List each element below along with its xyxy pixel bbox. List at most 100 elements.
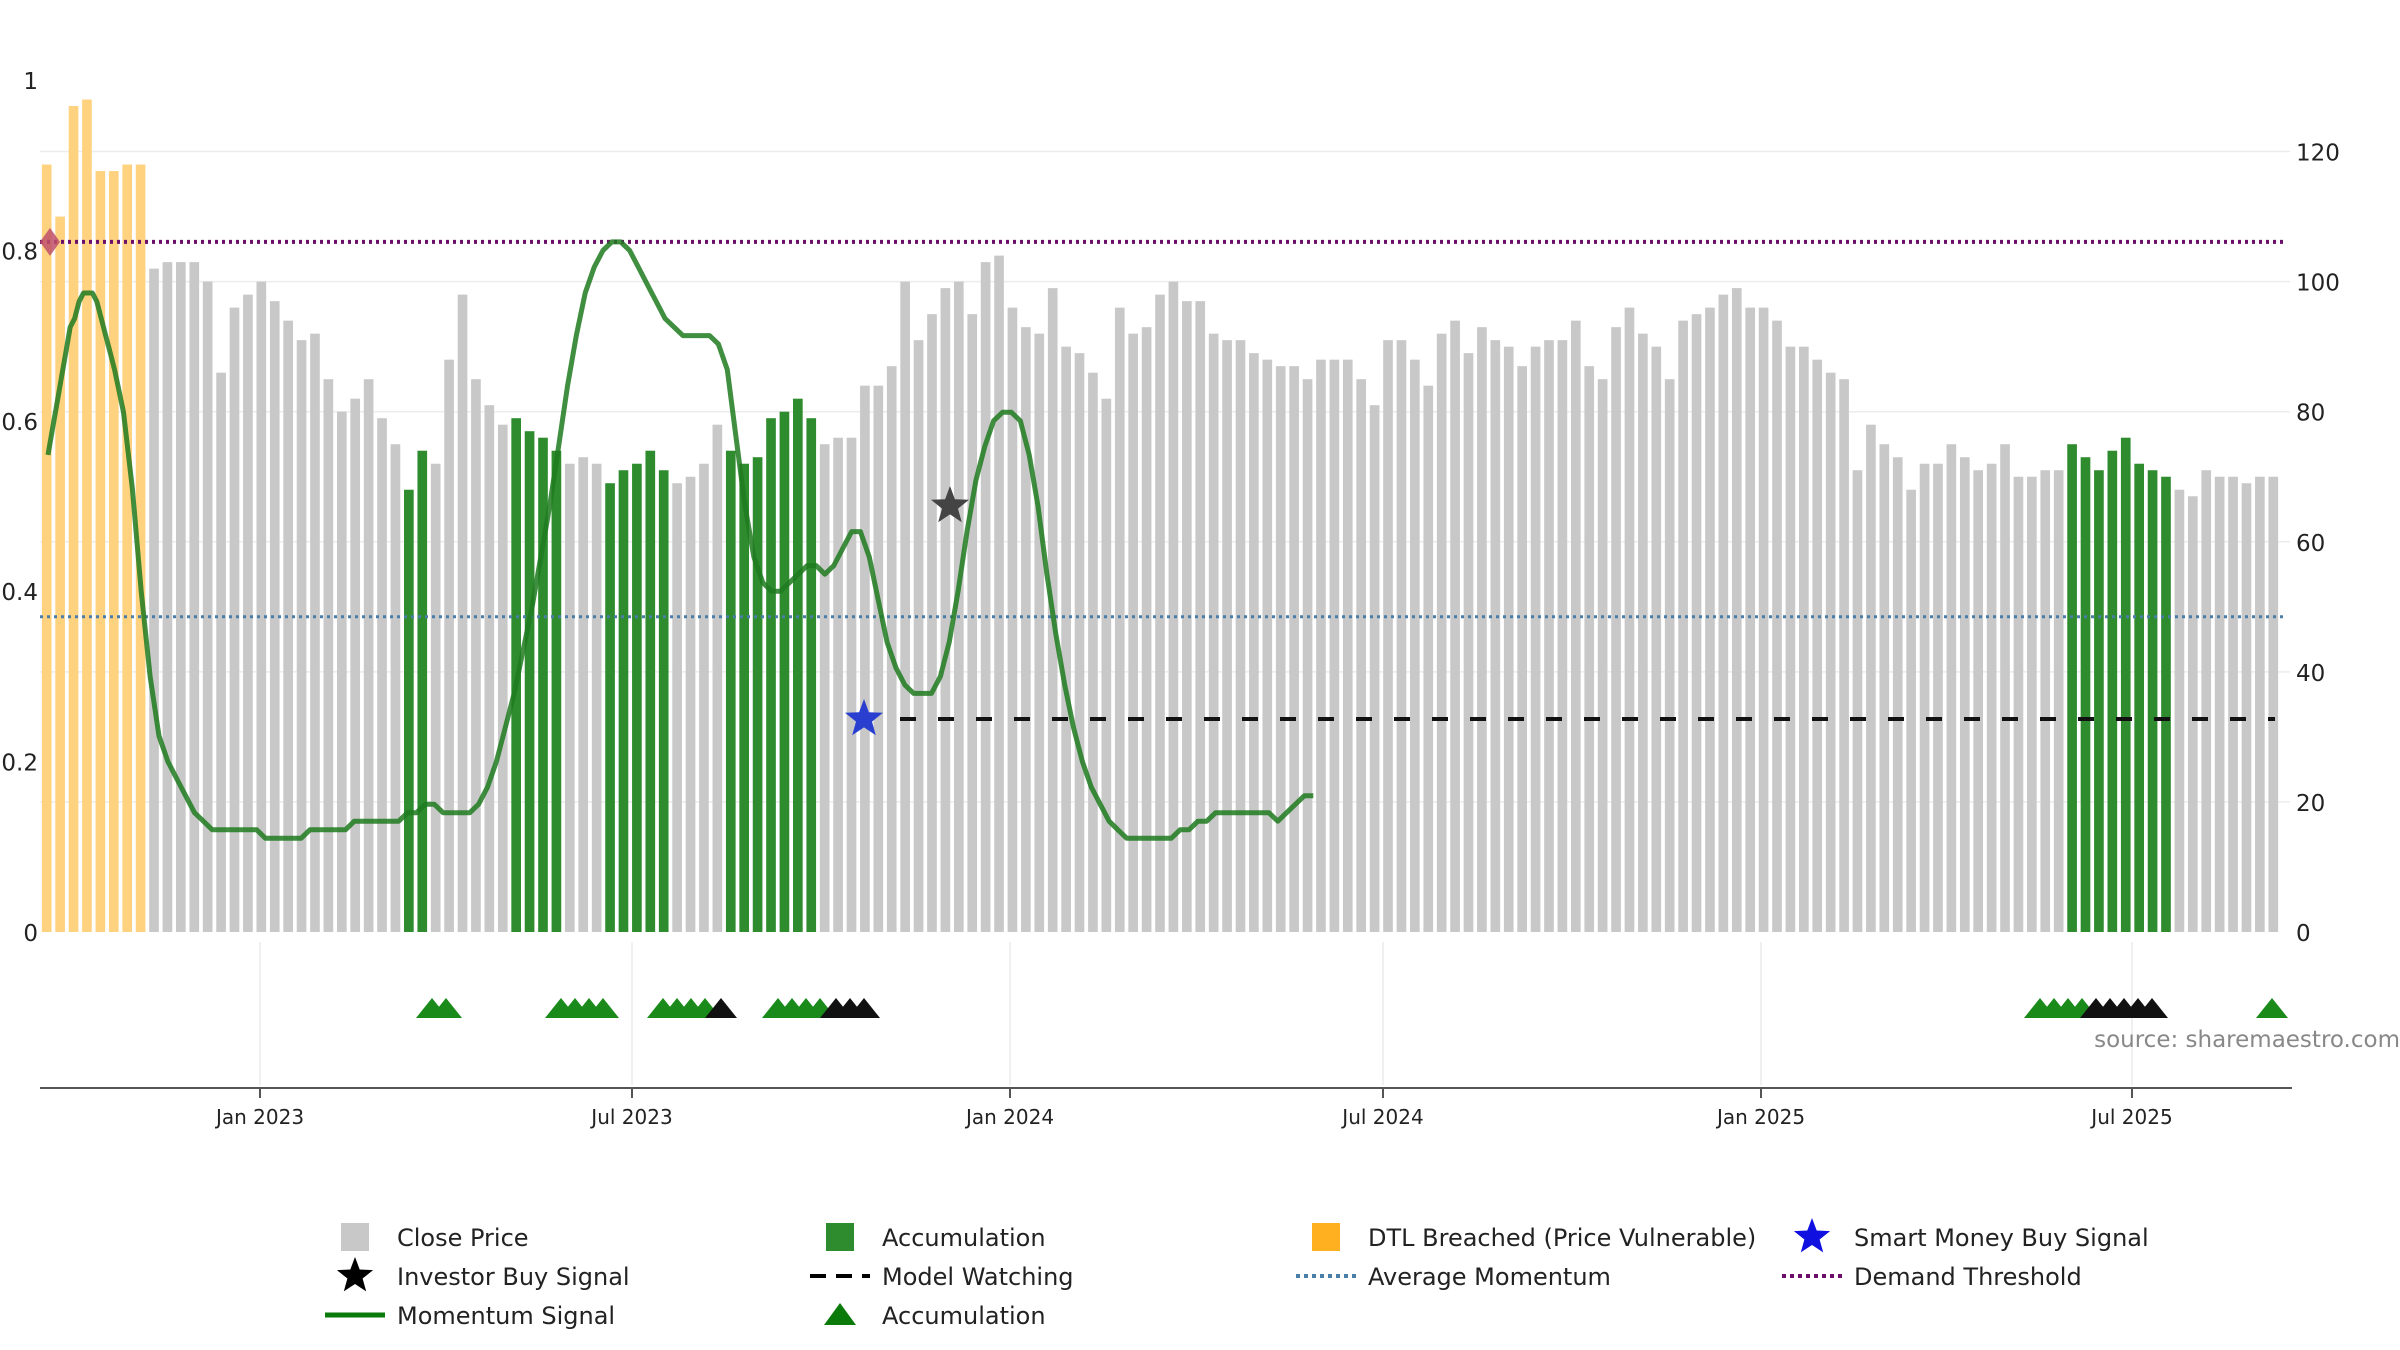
price-bar	[1329, 359, 1340, 932]
x-tick-label: Jan 2024	[964, 1105, 1054, 1129]
legend-item: Demand Threshold	[1782, 1263, 2082, 1291]
price-bar	[497, 424, 508, 932]
price-bar	[605, 483, 615, 932]
price-bar	[1168, 281, 1179, 933]
x-tick-label: Jan 2023	[214, 1105, 304, 1129]
price-bar	[2013, 476, 2024, 932]
smart-money-buy-signal-icon	[845, 699, 883, 736]
price-bar	[2174, 489, 2185, 932]
price-bar	[1275, 366, 1286, 932]
price-bar	[176, 262, 186, 932]
price-bar	[752, 457, 763, 932]
price-bar	[149, 268, 159, 932]
dtl-breach-marker-icon	[40, 227, 60, 256]
legend-item: Average Momentum	[1296, 1263, 1611, 1291]
price-bar	[1128, 333, 1139, 932]
y-right-tick-label: 0	[2296, 921, 2311, 947]
price-bar	[2000, 444, 2010, 932]
price-bar	[1222, 340, 1232, 932]
price-bar	[1101, 398, 1112, 932]
price-bar	[900, 281, 910, 933]
price-bar	[927, 314, 937, 932]
price-bar	[283, 320, 293, 932]
price-bar	[2080, 457, 2091, 932]
legend-label: Smart Money Buy Signal	[1854, 1224, 2149, 1252]
price-bar	[1503, 346, 1514, 932]
price-bar	[1638, 333, 1648, 932]
price-bar	[1597, 379, 1608, 933]
price-bar	[216, 372, 226, 932]
price-bar	[1369, 405, 1380, 933]
price-bar	[377, 418, 387, 932]
legend-item: Accumulation	[826, 1223, 1046, 1252]
price-bar	[725, 450, 736, 932]
legend-label: Model Watching	[882, 1263, 1074, 1291]
price-bar	[1490, 340, 1501, 932]
price-bar	[1007, 307, 1018, 933]
price-bar	[846, 437, 857, 932]
legend-label: Investor Buy Signal	[397, 1263, 630, 1291]
price-bar	[1624, 307, 1635, 933]
price-bar	[766, 418, 776, 932]
price-bar	[2241, 483, 2252, 932]
price-bar	[417, 450, 428, 932]
price-bar	[310, 333, 320, 932]
price-bar	[1114, 307, 1125, 933]
price-bar	[256, 281, 267, 933]
price-bar	[2161, 476, 2171, 932]
x-tick-label: Jul 2025	[2089, 1105, 2172, 1129]
legend-label: Close Price	[397, 1224, 529, 1252]
price-bar	[699, 463, 709, 932]
price-bar	[122, 164, 133, 932]
price-bar	[1289, 366, 1299, 932]
legend-item: Momentum Signal	[325, 1302, 615, 1330]
y-left-tick-label: 0	[23, 921, 38, 947]
legend-label: Average Momentum	[1368, 1263, 1611, 1291]
price-bar	[953, 281, 964, 933]
price-bar	[350, 398, 361, 932]
price-bar	[1450, 320, 1460, 932]
price-bar	[793, 398, 803, 932]
price-bar	[1745, 307, 1756, 933]
price-bar	[1758, 307, 1769, 933]
legend-item: Investor Buy Signal	[336, 1257, 630, 1292]
price-bar	[2147, 470, 2158, 932]
legend-label: Accumulation	[882, 1224, 1046, 1252]
price-bar	[2040, 470, 2051, 932]
price-bar	[1731, 288, 1742, 932]
green-triangle-icon	[824, 1303, 856, 1325]
price-bar	[1973, 470, 1984, 932]
price-bar	[2094, 470, 2104, 932]
price-bar	[189, 262, 200, 932]
orange-square-icon	[1312, 1223, 1340, 1251]
price-bar	[819, 444, 830, 932]
legend-item: Accumulation	[824, 1302, 1046, 1330]
legend-label: Accumulation	[882, 1302, 1046, 1330]
price-bar	[1155, 294, 1165, 932]
legend-item: Close Price	[341, 1223, 529, 1252]
price-bar	[1879, 444, 1890, 932]
price-bar	[658, 470, 669, 932]
x-tick-label: Jul 2024	[1340, 1105, 1423, 1129]
price-bar	[95, 171, 106, 932]
accumulation-triangle-icon	[430, 998, 462, 1018]
price-bar	[873, 385, 884, 932]
price-bar	[1021, 327, 1031, 933]
price-bar	[1866, 424, 1876, 932]
price-bar	[1825, 372, 1836, 932]
x-tick-label: Jan 2025	[1715, 1105, 1805, 1129]
legend-label: Demand Threshold	[1854, 1263, 2082, 1291]
price-bar	[55, 216, 65, 933]
price-bar	[1570, 320, 1581, 932]
price-bar	[2214, 476, 2225, 932]
price-bar	[1383, 340, 1393, 932]
price-bar	[41, 164, 52, 932]
y-right-tick-label: 40	[2296, 661, 2325, 687]
price-bar	[1584, 366, 1595, 932]
price-bar	[444, 359, 454, 932]
price-bar	[739, 463, 750, 932]
price-bar	[591, 463, 602, 932]
price-bar	[296, 340, 307, 932]
y-left-tick-label: 0.2	[1, 751, 38, 777]
